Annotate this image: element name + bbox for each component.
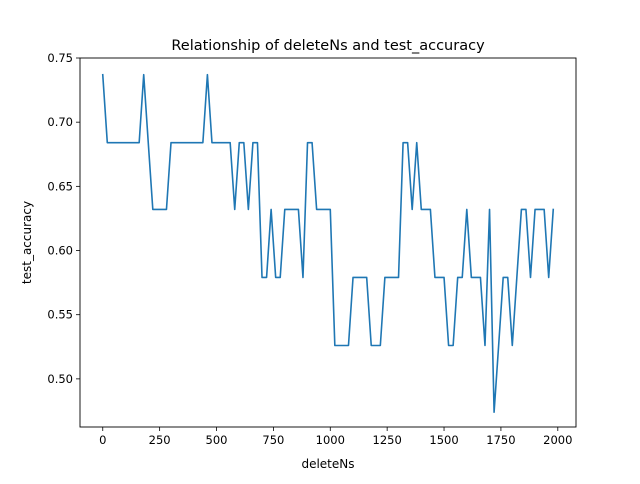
x-tick-label: 750: [262, 433, 284, 447]
y-axis-label: test_accuracy: [20, 201, 34, 284]
y-tick-label: 0.70: [47, 115, 73, 129]
chart-title: Relationship of deleteNs and test_accura…: [171, 38, 485, 54]
x-tick-label: 0: [99, 433, 106, 447]
x-axis-label: deleteNs: [301, 457, 354, 471]
y-axis: 0.50 0.55 0.60 0.65 0.70 0.75: [47, 51, 80, 386]
x-tick-label: 1250: [373, 433, 402, 447]
x-axis: 0 250 500 750 1000 1250 1500 1750 2000: [99, 427, 572, 447]
y-tick-label: 0.65: [47, 179, 73, 193]
axes-frame: [79, 57, 577, 428]
x-tick-label: 500: [206, 433, 228, 447]
x-tick-label: 1500: [429, 433, 458, 447]
y-tick-label: 0.60: [47, 244, 73, 258]
y-tick-label: 0.75: [47, 51, 73, 65]
y-tick-label: 0.55: [47, 308, 73, 322]
plot-area: [79, 57, 577, 428]
x-tick-label: 1750: [486, 433, 515, 447]
series-line: [101, 73, 555, 414]
y-tick-label: 0.50: [47, 372, 73, 386]
x-tick-label: 1000: [316, 433, 345, 447]
x-tick-label: 2000: [543, 433, 572, 447]
x-tick-label: 250: [149, 433, 171, 447]
